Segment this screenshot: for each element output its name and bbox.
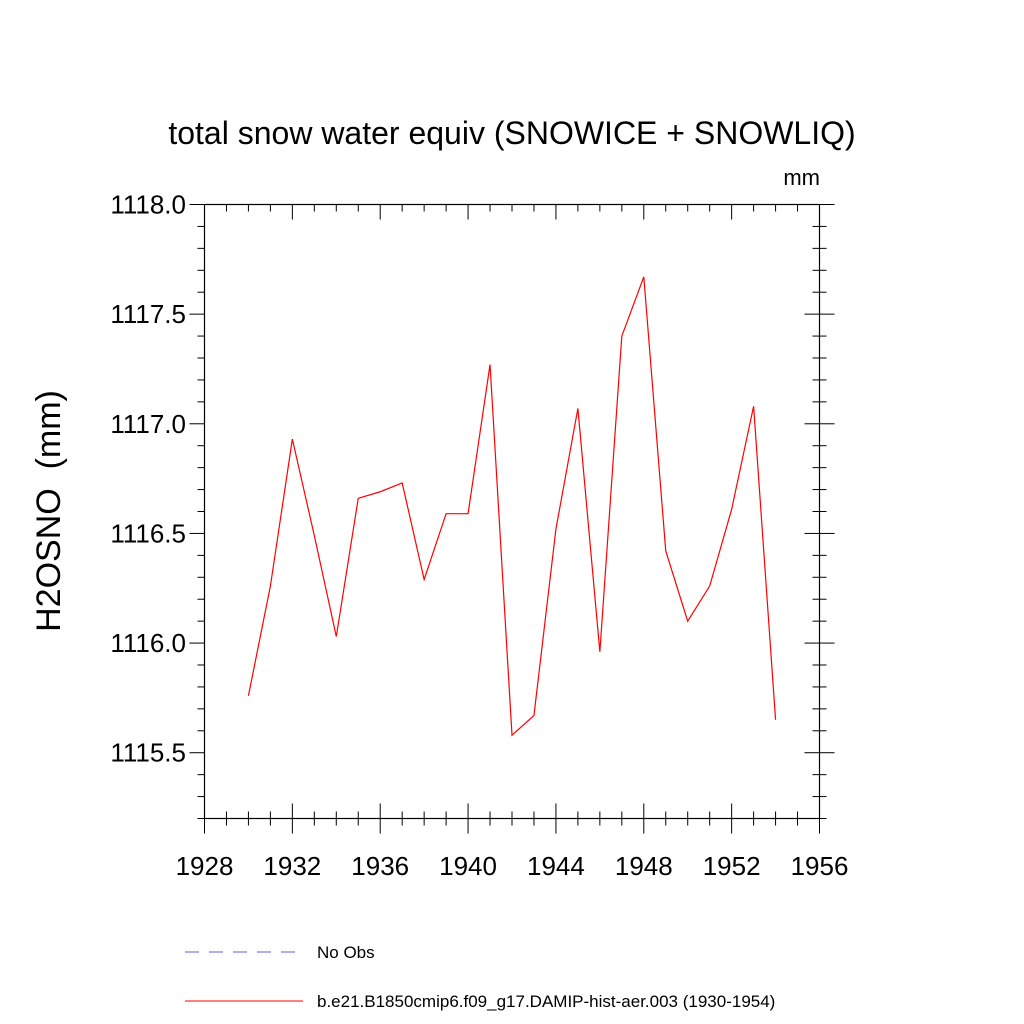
legend: No Obs b.e21.B1850cmip6.f09_g17.DAMIP-his…: [185, 943, 775, 1011]
x-axis-ticks: 1928 1932 1936 1940 1944 1948 1952 1956: [176, 204, 849, 881]
series-line: [247, 276, 777, 737]
legend-label: No Obs: [317, 943, 375, 962]
y-tick-label: 1117.0: [110, 409, 186, 439]
y-tick-label: 1115.5: [110, 738, 186, 768]
series-layer: [247, 276, 777, 737]
x-tick-label: 1936: [351, 851, 409, 881]
x-tick-label: 1952: [703, 851, 761, 881]
y-axis-ticks: 1115.5 1116.0 1116.5 1117.0 1117.5 1118.0: [110, 190, 835, 819]
y-axis-label: H2OSNO (mm): [30, 390, 68, 632]
y-tick-label: 1116.0: [110, 628, 186, 658]
y-tick-label: 1116.5: [110, 518, 186, 548]
x-tick-label: 1948: [615, 851, 673, 881]
y-tick-label: 1118.0: [110, 190, 186, 220]
x-tick-label: 1944: [527, 851, 585, 881]
x-tick-label: 1956: [791, 851, 849, 881]
units-label: mm: [783, 165, 820, 190]
x-tick-label: 1928: [176, 851, 234, 881]
chart-title: total snow water equiv (SNOWICE + SNOWLI…: [168, 115, 855, 151]
legend-label: b.e21.B1850cmip6.f09_g17.DAMIP-hist-aer.…: [317, 992, 775, 1011]
y-tick-label: 1117.5: [110, 299, 186, 329]
x-tick-label: 1932: [263, 851, 321, 881]
x-tick-label: 1940: [439, 851, 497, 881]
